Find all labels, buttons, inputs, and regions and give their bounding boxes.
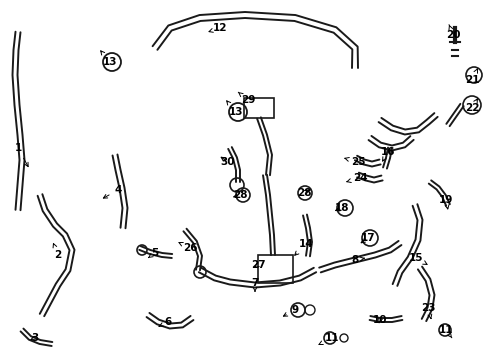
Text: 27: 27 bbox=[250, 260, 265, 270]
Text: 18: 18 bbox=[334, 203, 348, 213]
Text: 6: 6 bbox=[159, 317, 171, 327]
Text: 28: 28 bbox=[232, 190, 247, 200]
Text: 1: 1 bbox=[14, 143, 28, 167]
Text: 5: 5 bbox=[148, 248, 158, 258]
Text: 3: 3 bbox=[31, 333, 39, 343]
Text: 23: 23 bbox=[420, 303, 434, 319]
Text: 4: 4 bbox=[103, 185, 122, 198]
Text: 28: 28 bbox=[296, 188, 311, 198]
Text: 16: 16 bbox=[380, 147, 394, 161]
Text: 7: 7 bbox=[251, 278, 258, 291]
Bar bbox=[244, 98, 273, 118]
Text: 17: 17 bbox=[360, 233, 375, 243]
Text: 8: 8 bbox=[351, 255, 364, 265]
Text: 12: 12 bbox=[208, 23, 227, 33]
Text: 11: 11 bbox=[438, 325, 452, 338]
Text: 25: 25 bbox=[344, 157, 365, 167]
Text: 30: 30 bbox=[220, 157, 235, 167]
Text: 26: 26 bbox=[179, 243, 197, 253]
Text: 24: 24 bbox=[346, 173, 366, 183]
Text: 11: 11 bbox=[318, 333, 339, 345]
Text: 15: 15 bbox=[408, 253, 426, 265]
Text: 2: 2 bbox=[53, 244, 61, 260]
Text: 20: 20 bbox=[445, 24, 459, 40]
Bar bbox=[258, 255, 292, 283]
Text: 13: 13 bbox=[101, 51, 117, 67]
Text: 22: 22 bbox=[464, 99, 478, 113]
Text: 10: 10 bbox=[372, 315, 386, 325]
Text: 19: 19 bbox=[438, 195, 452, 209]
Text: 9: 9 bbox=[283, 305, 298, 316]
Text: 21: 21 bbox=[464, 69, 478, 85]
Text: 29: 29 bbox=[238, 92, 255, 105]
Text: 13: 13 bbox=[226, 101, 243, 117]
Text: 14: 14 bbox=[294, 239, 313, 255]
